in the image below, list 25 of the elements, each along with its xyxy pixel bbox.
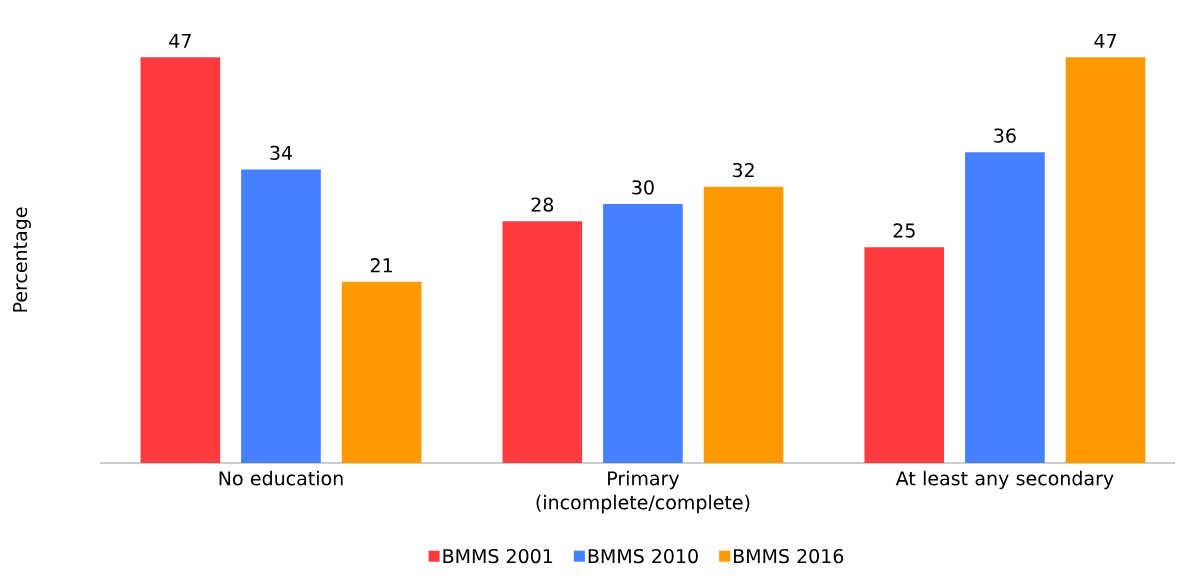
x-tick-label: No education bbox=[219, 470, 343, 486]
bar bbox=[241, 169, 321, 463]
bar bbox=[140, 57, 221, 463]
legend-label: BMMS 2016 bbox=[734, 548, 844, 564]
y-axis-title: Percentage bbox=[13, 207, 31, 312]
data-label: 25 bbox=[893, 223, 915, 238]
x-tick-label: Primary (incomplete/complete) bbox=[536, 470, 750, 514]
data-label: 47 bbox=[169, 33, 191, 48]
x-tick-label: At least any secondary bbox=[895, 470, 1114, 490]
data-label: 34 bbox=[270, 145, 292, 161]
bar bbox=[603, 204, 683, 463]
bar bbox=[341, 281, 422, 463]
bar bbox=[1065, 57, 1146, 463]
bar bbox=[703, 186, 784, 463]
legend-label: BMMS 2001 bbox=[443, 548, 553, 564]
bar bbox=[502, 221, 583, 463]
bar bbox=[864, 247, 945, 463]
bar bbox=[965, 152, 1045, 463]
data-label: 28 bbox=[531, 197, 554, 212]
data-label: 30 bbox=[632, 180, 654, 195]
data-label: 47 bbox=[1094, 33, 1116, 48]
data-label: 21 bbox=[370, 258, 392, 273]
data-label: 32 bbox=[732, 162, 754, 178]
data-label: 36 bbox=[994, 128, 1016, 143]
legend-label: BMMS 2010 bbox=[588, 548, 698, 564]
